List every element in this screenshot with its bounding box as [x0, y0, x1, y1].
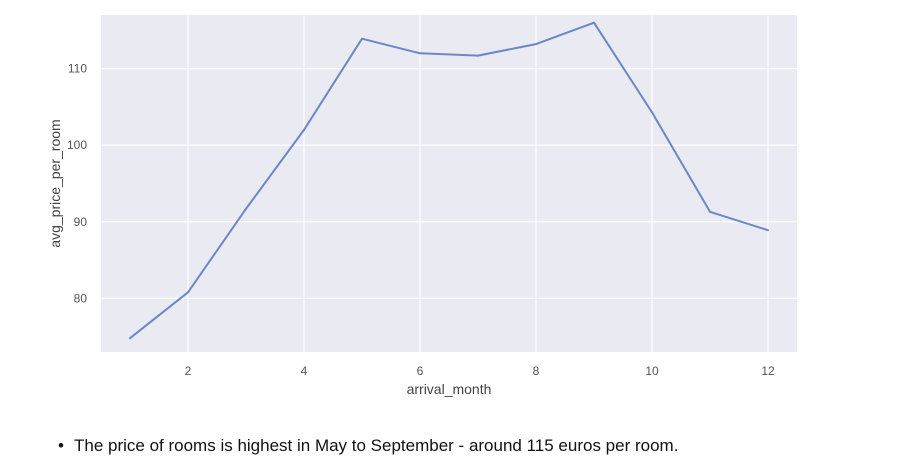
y-tick-label: 80 [74, 291, 88, 305]
data-point [361, 37, 363, 40]
data-point [651, 111, 653, 114]
x-tick-label: 8 [533, 364, 540, 378]
note-text: The price of rooms is highest in May to … [74, 436, 679, 455]
x-tick-label: 4 [301, 364, 308, 378]
y-axis-label: avg_price_per_room [47, 119, 63, 247]
data-point [187, 291, 189, 294]
grid-lines [101, 15, 797, 352]
notes-list: • The price of rooms is highest in May t… [58, 436, 678, 456]
data-point [477, 54, 479, 57]
line-chart: 2 4 6 8 10 12 80 90 100 110 arrival_month avg_pri… [47, 15, 797, 397]
y-tick-label: 110 [68, 62, 87, 76]
series-group [129, 21, 769, 340]
data-point [593, 21, 595, 24]
x-axis-label: arrival_month [407, 381, 492, 397]
plot-area [101, 15, 797, 352]
tick-labels: 2 4 6 8 10 12 80 90 100 110 [67, 62, 775, 378]
x-tick-label: 2 [185, 364, 192, 378]
x-tick-label: 6 [417, 364, 424, 378]
data-point [419, 52, 421, 55]
bullet-marker: • [58, 436, 64, 455]
data-point [767, 229, 769, 232]
data-point [535, 43, 537, 46]
x-tick-label: 12 [761, 364, 775, 378]
data-point [129, 337, 131, 340]
series-line [129, 21, 769, 339]
data-point [245, 207, 247, 210]
y-tick-label: 90 [74, 215, 88, 229]
note-item: • The price of rooms is highest in May t… [58, 436, 678, 456]
data-point [709, 210, 711, 213]
y-tick-label: 100 [67, 138, 87, 152]
data-point [303, 128, 305, 131]
x-tick-label: 10 [645, 364, 659, 378]
